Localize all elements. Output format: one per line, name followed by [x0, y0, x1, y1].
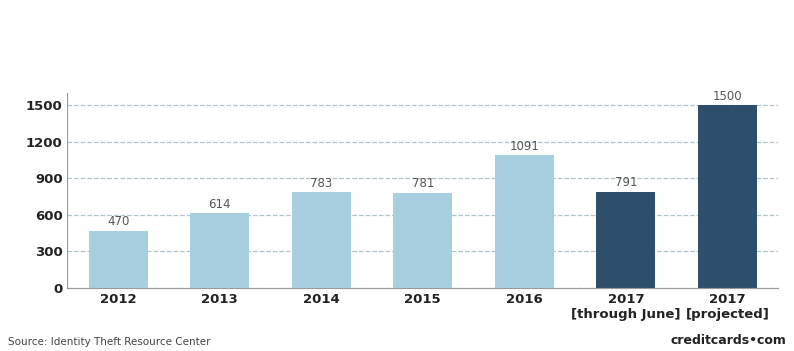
- Bar: [698, 105, 757, 288]
- Text: 1091: 1091: [510, 140, 539, 153]
- Text: 783: 783: [310, 177, 333, 190]
- Bar: [596, 192, 655, 288]
- Text: Number of data breaches (last 5 years):: Number of data breaches (last 5 years):: [146, 29, 648, 49]
- Text: 470: 470: [107, 215, 129, 228]
- Text: creditcards•com: creditcards•com: [670, 335, 786, 347]
- Text: 781: 781: [411, 177, 434, 190]
- Text: 614: 614: [209, 198, 231, 211]
- Bar: [89, 231, 148, 288]
- Text: Source: Identity Theft Resource Center: Source: Identity Theft Resource Center: [8, 338, 210, 347]
- Text: 791: 791: [615, 176, 637, 189]
- Bar: [393, 193, 453, 288]
- Bar: [191, 213, 249, 288]
- Text: 1500: 1500: [712, 90, 742, 103]
- Bar: [495, 155, 553, 288]
- Bar: [292, 192, 351, 288]
